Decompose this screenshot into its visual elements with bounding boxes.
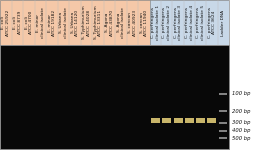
Text: 300 bp: 300 bp (232, 120, 250, 125)
Text: S. cancan
ATCC 11940: S. cancan ATCC 11940 (140, 9, 149, 36)
Text: C. perfringens
clinical isolate 1: C. perfringens clinical isolate 1 (151, 5, 160, 40)
Bar (185, 118, 194, 123)
Bar (219, 130, 227, 132)
Text: C. perfringens
clinical isolate 3: C. perfringens clinical isolate 3 (174, 5, 182, 40)
Text: 200 bp: 200 bp (232, 109, 250, 114)
Text: C. perfringens
clinical isolate 2: C. perfringens clinical isolate 2 (162, 5, 171, 40)
Text: C. perfringens
clinical isolate 4: C. perfringens clinical isolate 4 (185, 5, 194, 40)
Text: S. Typhimurium
ATCC 13311: S. Typhimurium ATCC 13311 (94, 6, 102, 39)
Text: C. perfringens
ATCC 3624: C. perfringens ATCC 3624 (208, 7, 216, 38)
Text: 400 bp: 400 bp (232, 128, 250, 133)
Text: 100 bp: 100 bp (232, 91, 250, 96)
Text: E. coli
ATCC 8739: E. coli ATCC 8739 (13, 11, 22, 34)
Bar (0, 0, 150, 45)
Text: S. cancan
ATCC 40923: S. cancan ATCC 40923 (128, 9, 137, 36)
Text: S. Typhimurium
ATCC 14028: S. Typhimurium ATCC 14028 (82, 6, 91, 39)
Text: Ladder DNA: Ladder DNA (221, 9, 225, 36)
Bar (173, 118, 182, 123)
Bar (207, 118, 216, 123)
Bar (0, 0, 229, 148)
Text: E. minor
clinical isolate: E. minor clinical isolate (36, 7, 45, 38)
Bar (0, 45, 229, 148)
Bar (219, 122, 227, 124)
Bar (219, 110, 227, 112)
Bar (219, 93, 227, 95)
Text: 500 bp: 500 bp (232, 136, 250, 141)
Bar (219, 137, 227, 139)
Text: S. Urbana
clinical isolate: S. Urbana clinical isolate (59, 7, 68, 38)
Text: S. Agona
clinical isolate: S. Agona clinical isolate (117, 7, 125, 38)
Bar (151, 118, 160, 123)
Text: C. perfringens
clinical isolate 5: C. perfringens clinical isolate 5 (196, 5, 205, 40)
Text: E. coli
ATCC 25922: E. coli ATCC 25922 (1, 9, 10, 36)
Bar (196, 118, 205, 123)
Text: E. minor
ATCC 19182: E. minor ATCC 19182 (48, 9, 56, 36)
Bar (162, 118, 171, 123)
Text: S. Urbana
ATCC 14120: S. Urbana ATCC 14120 (71, 9, 79, 36)
Text: E. coli
ATCC 4700: E. coli ATCC 4700 (24, 11, 33, 34)
Bar (150, 0, 229, 45)
Text: S. Agona
ATCC 43870: S. Agona ATCC 43870 (105, 9, 114, 36)
